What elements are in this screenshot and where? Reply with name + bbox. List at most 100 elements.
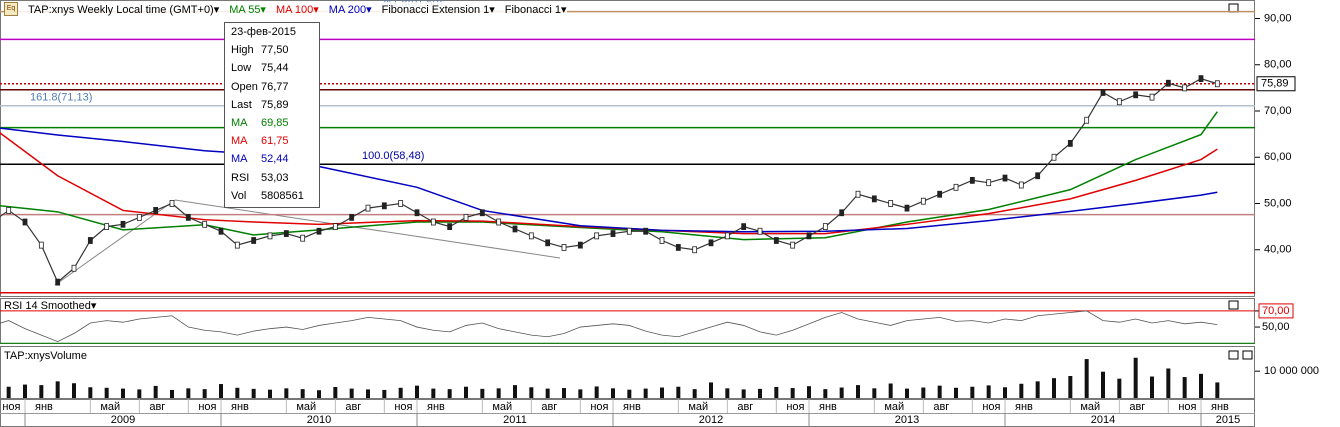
month-label: ноя — [198, 401, 216, 413]
volume-bar — [251, 388, 256, 398]
price-panel — [0, 0, 1255, 297]
year-label: 2015 — [1216, 414, 1240, 426]
volume-bar — [954, 387, 958, 398]
month-label: май — [100, 401, 120, 413]
info-row: MA 69,85 — [225, 114, 319, 132]
info-date: 23-фев-2015 — [231, 26, 297, 38]
volume-bar — [1035, 381, 1040, 398]
volume-bar — [970, 386, 975, 398]
volume-bar — [856, 385, 860, 398]
volume-bar — [627, 389, 632, 398]
price-candle — [218, 227, 224, 235]
volume-bar — [398, 387, 403, 398]
info-row: RSI 53,03 — [225, 169, 319, 187]
price-candle — [724, 232, 730, 240]
volume-bar — [839, 387, 844, 398]
volume-bar — [774, 386, 779, 398]
volume-bar — [1084, 359, 1089, 398]
price-candle — [937, 190, 943, 198]
volume-bar — [921, 387, 926, 398]
price-line — [0, 77, 1218, 284]
volume-bar — [660, 387, 664, 398]
month-label: ноя — [2, 401, 20, 413]
info-value: 53,03 — [261, 171, 289, 184]
symbol-label[interactable]: TAP:xnys Weekly Local time (GMT+0)▾ — [28, 3, 220, 16]
info-value: 5808561 — [261, 189, 304, 202]
volume-bar — [643, 388, 648, 398]
volume-bar — [790, 388, 795, 398]
price-candle — [1018, 181, 1024, 189]
volume-bar — [1199, 373, 1203, 398]
volume-bar — [431, 388, 436, 398]
price-candle — [969, 176, 975, 184]
eq-icon[interactable]: Eq — [4, 2, 18, 16]
rsi-line — [0, 310, 1218, 343]
price-candle — [692, 246, 698, 254]
price-candle — [1067, 139, 1073, 147]
volume-bar — [447, 389, 452, 398]
chart-header: Eq TAP:xnys Weekly Local time (GMT+0)▾ M… — [4, 2, 567, 16]
month-label: ноя — [982, 401, 1000, 413]
volume-bar — [55, 381, 60, 398]
volume-bar — [170, 389, 174, 398]
volume-bar — [382, 389, 387, 398]
info-value: 52,44 — [261, 153, 289, 166]
info-label: RSI — [231, 171, 250, 184]
panel-button[interactable] — [1242, 350, 1253, 360]
volume-bar — [692, 389, 697, 398]
price-candle — [463, 213, 469, 221]
year-label: 2012 — [699, 414, 723, 426]
y-tick-label: 50,00 — [1262, 321, 1290, 333]
price-candle — [234, 241, 240, 249]
info-value: 61,75 — [261, 135, 289, 148]
price-candle — [741, 223, 747, 231]
price-candle — [283, 230, 289, 237]
volume-bar — [1003, 387, 1007, 398]
panel-button[interactable] — [1228, 300, 1239, 310]
price-candle — [904, 204, 910, 212]
indicator-label[interactable]: Fibonacci 1▾ — [504, 3, 567, 16]
volume-bar — [300, 389, 305, 398]
price-candle — [414, 209, 420, 217]
y-tick-label: 70,00 — [1264, 105, 1292, 117]
price-candle — [1149, 93, 1155, 101]
price-candle — [855, 190, 861, 198]
month-label: янв — [819, 401, 837, 413]
price-candle — [71, 264, 77, 272]
y-tick-label: 10 000 000 — [1264, 365, 1319, 377]
price-candle — [822, 223, 828, 231]
volume-bar — [937, 385, 942, 398]
price-candle — [561, 244, 567, 251]
indicator-label[interactable]: MA 100▾ — [275, 3, 319, 16]
panel-button[interactable] — [1228, 350, 1239, 360]
volume-bar — [186, 388, 191, 398]
rsi-title[interactable]: RSI 14 Smoothed▾ — [4, 300, 97, 312]
price-candle — [87, 237, 93, 244]
panel-button[interactable] — [1228, 3, 1239, 13]
month-label: авг — [541, 401, 557, 413]
volume-bar — [153, 385, 158, 398]
indicator-label[interactable]: MA 200▾ — [328, 3, 372, 16]
volume-bar — [562, 388, 566, 398]
price-candle — [773, 237, 779, 244]
price-candle — [986, 179, 992, 187]
volume-bar — [202, 389, 207, 398]
month-label: май — [492, 401, 512, 413]
volume-bar — [104, 387, 109, 398]
year-label: 2011 — [503, 414, 527, 426]
price-candle — [202, 220, 208, 228]
volume-bar — [758, 388, 762, 398]
price-candle — [185, 213, 191, 221]
price-candle — [38, 241, 44, 249]
volume-bar — [219, 384, 223, 398]
indicator-label[interactable]: Fibonacci Extension 1▾ — [381, 3, 495, 16]
last-price-label: 75,89 — [1261, 78, 1289, 90]
indicator-label[interactable]: MA 55▾ — [229, 3, 266, 16]
price-candle — [153, 207, 159, 214]
volume-bar — [872, 388, 877, 398]
price-candle — [610, 230, 616, 237]
price-candle — [1133, 91, 1139, 99]
y-tick-label: 40,00 — [1264, 244, 1292, 256]
price-candle — [398, 200, 404, 207]
